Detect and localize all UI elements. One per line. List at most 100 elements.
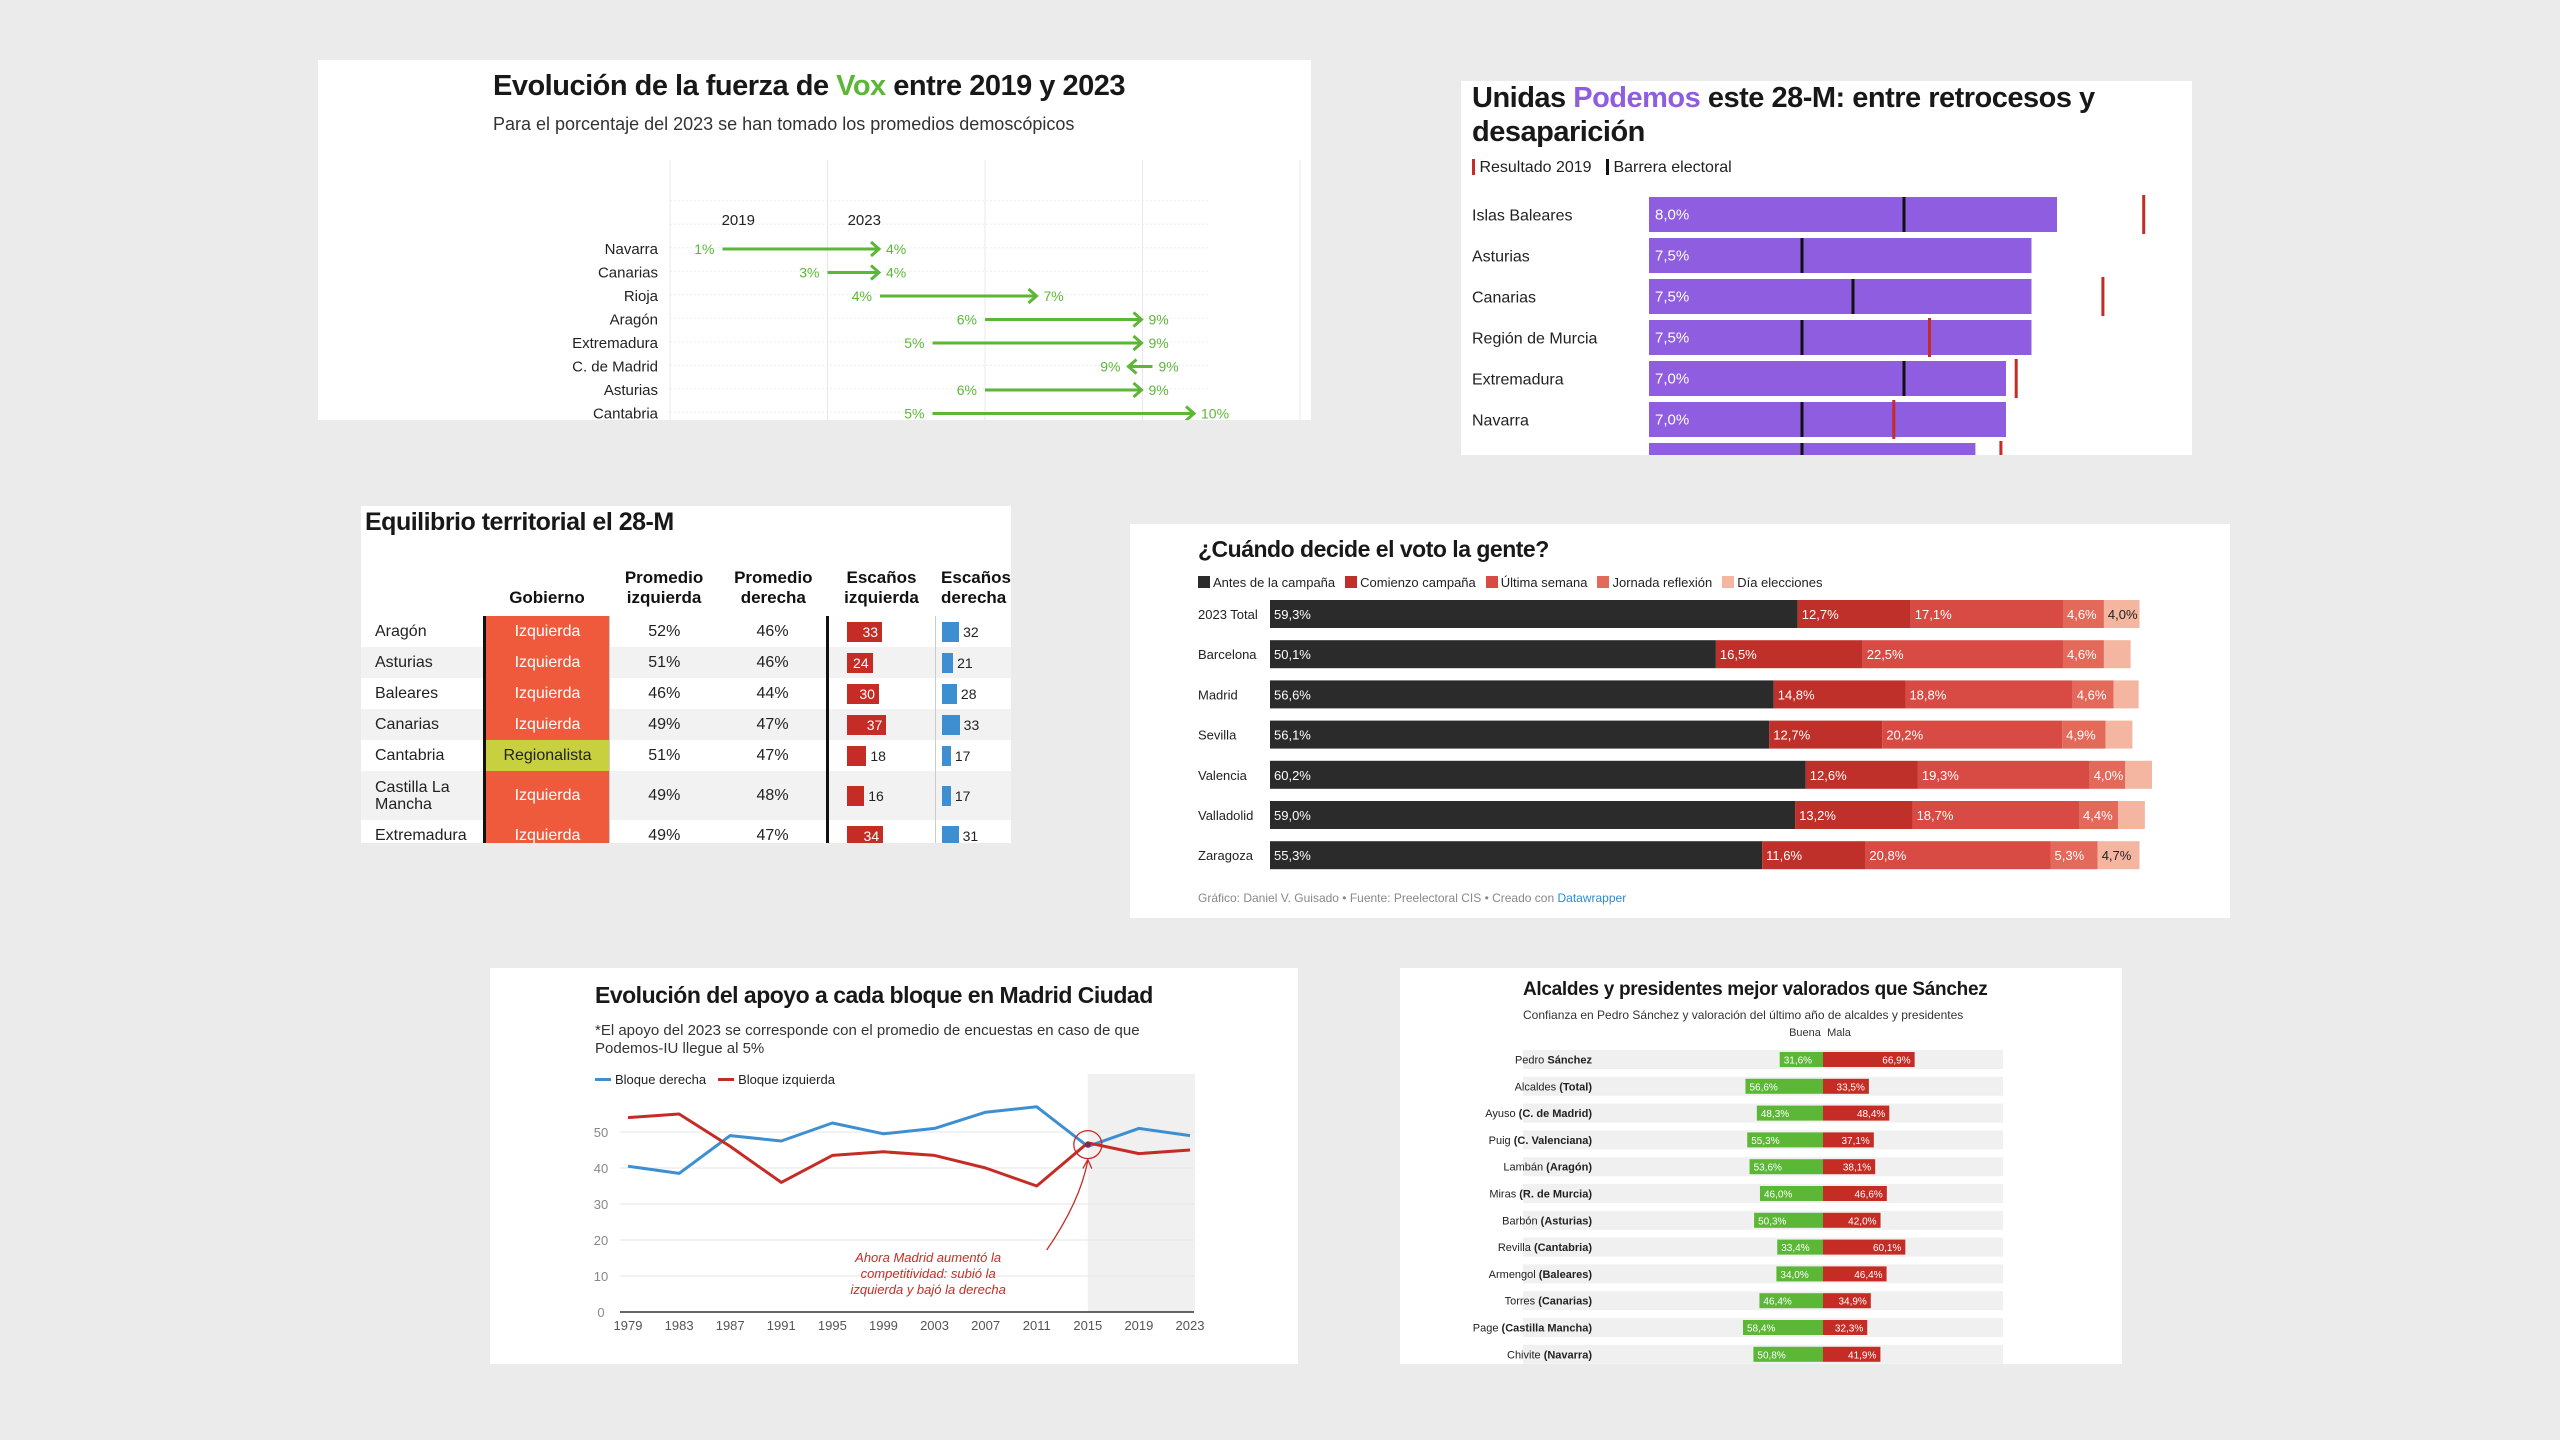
- line-xtick-label: 2019: [1124, 1318, 1153, 1333]
- diverging-row-label: Chivite (Navarra): [1507, 1349, 1592, 1361]
- vox-title-post: entre 2019 y 2023: [885, 70, 1126, 102]
- diverging-label-mala: 38,1%: [1843, 1163, 1871, 1174]
- line-legend-label: Bloque izquierda: [738, 1072, 835, 1087]
- vox-label-2023: 4%: [886, 265, 906, 281]
- diverging-bar-mala: [1823, 1346, 1881, 1362]
- vox-label-2019: 9%: [1100, 359, 1120, 375]
- row-label-name: Alcaldes: [1515, 1081, 1560, 1093]
- table-row: Baleares Izquierda 46% 44% 30 28: [361, 678, 1011, 709]
- cell-escanos-izquierda: 37: [827, 709, 936, 740]
- diverging-bar-buena: [1747, 1132, 1823, 1148]
- diverging-label-buena: 33,4%: [1781, 1243, 1809, 1254]
- diverging-label-mala: 37,1%: [1841, 1136, 1869, 1147]
- diverging-bar-mala: [1823, 1266, 1887, 1282]
- cell-escanos-izquierda: 33: [827, 616, 936, 647]
- diverging-label-mala: 33,5%: [1837, 1082, 1865, 1093]
- source-link[interactable]: Datawrapper: [1557, 891, 1627, 905]
- line-annotation-text: Ahora Madrid aumentó la: [854, 1250, 1001, 1265]
- seat-num-right: 17: [954, 787, 971, 804]
- diverging-bar-buena: [1753, 1346, 1823, 1362]
- header-gobierno: Gobierno: [485, 568, 610, 616]
- vox-plot: 2019 2023 Navarra 1% 4% Canarias 3% 4% Rioja 4% 7%…: [572, 160, 1301, 421]
- row-label-bold: (Asturias): [1541, 1215, 1593, 1227]
- stacked-bar-label: 4,4%: [2083, 808, 2113, 823]
- table-row: Asturias Izquierda 51% 46% 24 21: [361, 647, 1011, 678]
- row-label-bold: (Navarra): [1544, 1349, 1593, 1361]
- stacked-bar-label: 4,6%: [2067, 647, 2097, 662]
- diverging-bar-mala: [1823, 1078, 1869, 1094]
- diverging-row-label: Miras (R. de Murcia): [1489, 1189, 1592, 1201]
- legend-result-2019: Resultado 2019: [1479, 159, 1592, 176]
- stacked-bar-segment: [1270, 600, 1798, 628]
- cell-escanos-izquierda: 18: [827, 740, 936, 771]
- stacked-bar-segment: [1882, 720, 2063, 749]
- vox-label-2023: 7%: [1044, 288, 1064, 304]
- row-label-name: Revilla: [1498, 1242, 1534, 1254]
- line-ytick-label: 40: [594, 1161, 608, 1176]
- stacked-bar-segment: [1805, 760, 1918, 789]
- row-label-bold: (Total): [1559, 1081, 1592, 1093]
- stacked-bar-segment: [1773, 680, 1906, 709]
- diverging-label-buena: 46,4%: [1763, 1297, 1791, 1308]
- stacked-category-label: Madrid: [1198, 687, 1238, 702]
- cell-escanos-izquierda: 24: [827, 647, 936, 678]
- vox-category-label: Rioja: [624, 288, 659, 305]
- cell-escanos-izquierda: 30: [827, 678, 936, 709]
- diverging-bar-buena: [1754, 1212, 1823, 1228]
- row-label-name: Miras: [1489, 1189, 1519, 1201]
- diverging-row-label: Lambán (Aragón): [1503, 1162, 1592, 1174]
- podemos-bar: [1649, 197, 2057, 232]
- line-ytick-label: 10: [594, 1269, 608, 1284]
- podemos-bar-label: 7,0%: [1655, 412, 1689, 429]
- stacked-bar-label: 4,0%: [2094, 768, 2124, 783]
- legend-result-2019-marker: [1472, 159, 1475, 175]
- podemos-legend: Resultado 2019 Barrera electoral: [1472, 159, 1732, 177]
- vox-label-2023: 9%: [1149, 312, 1169, 328]
- line-ytick-label: 20: [594, 1233, 608, 1248]
- diverging-bar-mala: [1823, 1293, 1871, 1309]
- stacked-bar-segment: [1270, 640, 1716, 669]
- vote-decision-title: ¿Cuándo decide el voto la gente?: [1198, 536, 1549, 562]
- alcaldes-chart-subtitle: Confianza en Pedro Sánchez y valoración …: [1523, 1008, 1964, 1022]
- podemos-bar-label: 7,5%: [1655, 330, 1689, 347]
- stacked-category-label: Sevilla: [1198, 728, 1237, 743]
- diverging-bar-mala: [1823, 1212, 1881, 1228]
- diverging-bar-buena: [1749, 1159, 1823, 1175]
- vox-category-label: Canarias: [598, 265, 658, 282]
- row-label-name: Armengol: [1489, 1269, 1539, 1281]
- vox-chart-title: Evolución de la fuerza de Vox entre 2019…: [493, 70, 1126, 103]
- cell-gobierno: Izquierda: [484, 678, 610, 709]
- podemos-bar-label: 7,5%: [1655, 289, 1689, 306]
- diverging-bar-buena: [1777, 1239, 1823, 1255]
- stacked-bar-label: 20,2%: [1886, 728, 1923, 743]
- stacked-bar-label: 19,3%: [1922, 768, 1959, 783]
- seat-bar-right: [941, 825, 959, 843]
- vote-decision-card: ¿Cuándo decide el voto la gente? Antes d…: [1130, 524, 2230, 918]
- cell-promedio-izquierda: 49%: [648, 826, 681, 844]
- seat-bar-left: 33: [847, 621, 883, 642]
- diverging-row-label: Barbón (Asturias): [1502, 1215, 1592, 1227]
- diverging-bar-mala: [1823, 1239, 1906, 1255]
- header-text: Escaños: [846, 568, 917, 587]
- stacked-bar-segment: [2050, 841, 2098, 870]
- stacked-bar-label: 12,7%: [1773, 728, 1810, 743]
- row-label-name: Puig: [1489, 1135, 1514, 1147]
- vox-label-2019: 5%: [904, 406, 924, 421]
- stacked-category-label: Valencia: [1198, 768, 1248, 783]
- diverging-bar-mala: [1823, 1105, 1890, 1121]
- territorial-table-title: Equilibrio territorial el 28-M: [365, 508, 674, 536]
- source-text: Gráfico: Daniel V. Guisado • Fuente: Pre…: [1198, 891, 1558, 905]
- legend-barrier-marker: [1606, 159, 1609, 175]
- cell-promedio-izquierda: 49%: [609, 709, 719, 740]
- diverging-row-label: Torres (Canarias): [1505, 1296, 1593, 1308]
- line-xtick-label: 2007: [971, 1318, 1000, 1333]
- vox-category-label: Asturias: [604, 382, 658, 399]
- cell-region: Aragón: [361, 616, 487, 647]
- diverging-bar-mala: [1823, 1052, 1915, 1067]
- header-region: [361, 568, 485, 616]
- podemos-title-highlight: Podemos: [1573, 82, 1701, 114]
- row-label-bold: (C. de Madrid): [1519, 1108, 1593, 1120]
- header-promedio-izquierda: Promedio izquierda: [609, 568, 718, 616]
- diverging-bar-buena: [1759, 1186, 1823, 1201]
- diverging-label-buena: 46,0%: [1764, 1190, 1792, 1201]
